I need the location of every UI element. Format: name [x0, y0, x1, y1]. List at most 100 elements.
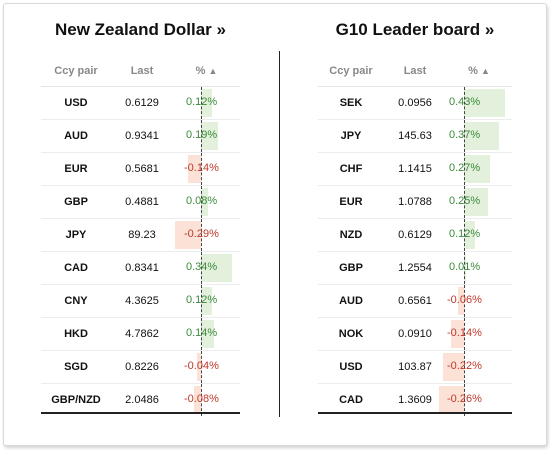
cell-ccy-pair[interactable]: CNY	[41, 284, 111, 318]
table-row[interactable]: SGD 0.8226 -0.04%	[41, 350, 240, 384]
cell-last: 0.8226	[111, 350, 173, 384]
cell-last: 1.3609	[384, 383, 446, 416]
table-row[interactable]: NZD 0.6129 0.12%	[318, 218, 512, 252]
cell-ccy-pair[interactable]: EUR	[318, 185, 384, 219]
table-header-row: Ccy pair Last % ▲	[318, 56, 512, 87]
cell-pct-change: 0.43%	[446, 86, 512, 120]
cell-ccy-pair[interactable]: GBP	[318, 251, 384, 285]
cell-ccy-pair[interactable]: SGD	[41, 350, 111, 384]
positive-change-bar	[464, 122, 499, 150]
sort-ascending-icon[interactable]: ▲	[480, 66, 490, 76]
table-row[interactable]: CHF 1.1415 0.27%	[318, 152, 512, 186]
pct-change-label: 0.12%	[186, 294, 218, 306]
chevron-right-icon[interactable]: »	[216, 20, 227, 39]
cell-ccy-pair[interactable]: SEK	[318, 86, 384, 120]
cell-ccy-pair[interactable]: AUD	[318, 284, 384, 318]
zero-baseline	[201, 186, 202, 218]
pct-change-label: 0.19%	[186, 129, 218, 141]
cell-last: 0.6561	[384, 284, 446, 318]
cell-last: 0.0910	[384, 317, 446, 351]
cell-ccy-pair[interactable]: NOK	[318, 317, 384, 351]
cell-pct-change: -0.29%	[173, 218, 240, 252]
cell-pct-change: 0.14%	[173, 317, 240, 351]
zero-baseline	[464, 87, 465, 119]
cell-ccy-pair[interactable]: USD	[318, 350, 384, 384]
table-row[interactable]: USD 103.87 -0.22%	[318, 350, 512, 384]
positive-change-bar	[201, 287, 212, 315]
col-header-pct[interactable]: % ▲	[446, 56, 512, 87]
cell-ccy-pair[interactable]: NZD	[318, 218, 384, 252]
zero-baseline	[201, 285, 202, 317]
table-row[interactable]: AUD 0.9341 0.19%	[41, 119, 240, 153]
panel-title-g10[interactable]: G10 Leader board »	[298, 20, 532, 40]
table-row[interactable]: USD 0.6129 0.12%	[41, 86, 240, 120]
table-row[interactable]: HKD 4.7862 0.14%	[41, 317, 240, 351]
panel-title-text[interactable]: G10 Leader board	[335, 20, 481, 39]
table-row[interactable]: CNY 4.3625 0.12%	[41, 284, 240, 318]
panel-title-nzd[interactable]: New Zealand Dollar »	[21, 20, 260, 40]
zero-baseline	[201, 351, 202, 383]
cell-pct-change: -0.14%	[173, 152, 240, 186]
table-row[interactable]: JPY 145.63 0.37%	[318, 119, 512, 153]
sort-ascending-icon[interactable]: ▲	[208, 66, 218, 76]
table-row[interactable]: CAD 0.8341 0.34%	[41, 251, 240, 285]
cell-ccy-pair[interactable]: CAD	[41, 251, 111, 285]
zero-baseline	[464, 318, 465, 350]
cell-last: 0.0956	[384, 86, 446, 120]
cell-ccy-pair[interactable]: GBP/NZD	[41, 383, 111, 416]
positive-change-bar	[201, 89, 212, 117]
zero-baseline	[201, 252, 202, 284]
zero-baseline	[201, 318, 202, 350]
cell-ccy-pair[interactable]: JPY	[318, 119, 384, 153]
cell-ccy-pair[interactable]: CHF	[318, 152, 384, 186]
table-row[interactable]: SEK 0.0956 0.43%	[318, 86, 512, 120]
table-row[interactable]: EUR 0.5681 -0.14%	[41, 152, 240, 186]
positive-change-bar	[464, 254, 466, 282]
col-header-pct-label: %	[468, 65, 478, 77]
table-row[interactable]: CAD 1.3609 -0.26%	[318, 383, 512, 416]
pct-change-label: -0.29%	[184, 228, 219, 240]
cell-last: 4.3625	[111, 284, 173, 318]
zero-baseline	[464, 285, 465, 317]
pct-change-label: -0.14%	[184, 162, 219, 174]
table-row[interactable]: AUD 0.6561 -0.06%	[318, 284, 512, 318]
zero-baseline	[201, 87, 202, 119]
col-header-ccy-pair[interactable]: Ccy pair	[329, 65, 373, 77]
g10-table-body: SEK 0.0956 0.43% JPY 145.63 0.37% CHF 1.1415 0.2…	[318, 86, 512, 416]
pct-change-label: 0.43%	[449, 96, 481, 108]
cell-pct-change: -0.04%	[173, 350, 240, 384]
cell-pct-change: 0.12%	[446, 218, 512, 252]
cell-ccy-pair[interactable]: CAD	[318, 383, 384, 416]
cell-pct-change: 0.34%	[173, 251, 240, 285]
table-bottom-rule	[41, 412, 240, 414]
negative-change-bar	[197, 353, 201, 381]
table-row[interactable]: NOK 0.0910 -0.14%	[318, 317, 512, 351]
col-header-ccy-pair[interactable]: Ccy pair	[54, 65, 98, 77]
col-header-last[interactable]: Last	[130, 65, 154, 77]
table-row[interactable]: JPY 89.23 -0.29%	[41, 218, 240, 252]
cell-ccy-pair[interactable]: JPY	[41, 218, 111, 252]
panel-g10: G10 Leader board » Ccy pair Last % ▲ SEK…	[318, 4, 512, 445]
cell-ccy-pair[interactable]: AUD	[41, 119, 111, 153]
table-row[interactable]: GBP/NZD 2.0486 -0.08%	[41, 383, 240, 416]
zero-baseline	[464, 153, 465, 185]
positive-change-bar	[464, 221, 475, 249]
chevron-right-icon[interactable]: »	[484, 20, 495, 39]
col-header-last[interactable]: Last	[403, 65, 427, 77]
zero-baseline	[201, 153, 202, 185]
table-row[interactable]: GBP 1.2554 0.01%	[318, 251, 512, 285]
pct-change-label: 0.12%	[449, 228, 481, 240]
cell-ccy-pair[interactable]: HKD	[41, 317, 111, 351]
cell-ccy-pair[interactable]: USD	[41, 86, 111, 120]
col-header-pct[interactable]: % ▲	[173, 56, 240, 87]
negative-change-bar	[194, 386, 201, 414]
cell-ccy-pair[interactable]: EUR	[41, 152, 111, 186]
negative-change-bar	[175, 221, 201, 249]
table-row[interactable]: EUR 1.0788 0.25%	[318, 185, 512, 219]
table-row[interactable]: GBP 0.4881 0.08%	[41, 185, 240, 219]
cell-pct-change: -0.26%	[439, 383, 512, 416]
cell-pct-change: -0.08%	[173, 383, 240, 416]
zero-baseline	[201, 120, 202, 152]
panel-title-text[interactable]: New Zealand Dollar	[54, 20, 212, 39]
cell-ccy-pair[interactable]: GBP	[41, 185, 111, 219]
